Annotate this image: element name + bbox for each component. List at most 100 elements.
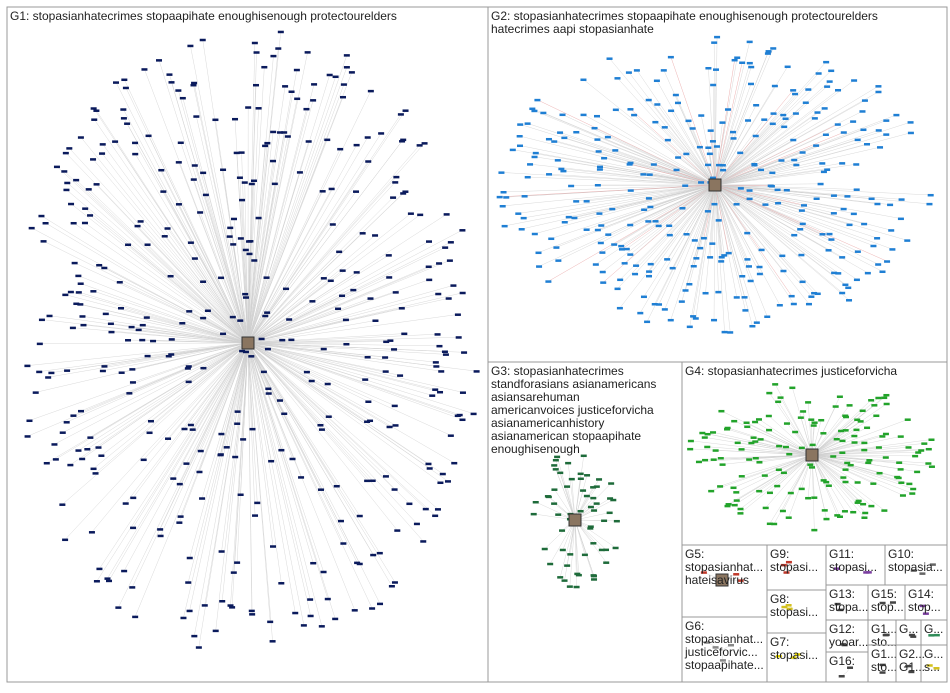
node (600, 281, 606, 284)
node (181, 428, 187, 431)
node (793, 112, 799, 115)
node (129, 326, 135, 329)
node (739, 275, 745, 278)
node (646, 270, 652, 273)
node (747, 41, 753, 44)
node (536, 252, 542, 255)
group-label: stop... (871, 600, 904, 614)
node (807, 463, 813, 466)
node (196, 471, 202, 474)
node (624, 248, 630, 251)
node (437, 482, 443, 485)
node (842, 510, 848, 513)
node (438, 370, 444, 373)
group-label: enoughisenough (491, 442, 580, 456)
node (218, 433, 224, 436)
node (165, 227, 171, 230)
group-label: justiceforvic... (684, 645, 758, 659)
node (432, 388, 438, 391)
node (59, 503, 65, 506)
hub-node (242, 337, 254, 349)
node (250, 428, 256, 431)
node (767, 492, 773, 495)
node (392, 581, 398, 584)
node (766, 415, 772, 418)
edge (103, 144, 248, 343)
node (106, 580, 112, 583)
node (899, 198, 905, 201)
node (634, 69, 640, 72)
node (253, 84, 259, 87)
edge (610, 58, 715, 185)
node (357, 563, 363, 566)
node (875, 397, 881, 400)
node (553, 246, 559, 249)
node (734, 499, 740, 502)
node (721, 254, 727, 256)
node (748, 280, 754, 283)
node (536, 265, 542, 268)
edge (248, 84, 344, 343)
node (343, 319, 349, 322)
node (325, 598, 331, 601)
node (792, 431, 798, 434)
edge (99, 343, 248, 569)
node (343, 343, 349, 346)
edge (248, 67, 347, 343)
node (270, 545, 276, 548)
node (425, 463, 431, 466)
node (756, 461, 762, 464)
node (551, 140, 557, 143)
node (391, 348, 397, 351)
node (281, 413, 287, 416)
node (224, 446, 230, 449)
node (169, 81, 175, 84)
node (834, 438, 840, 441)
node (183, 462, 189, 465)
node (727, 331, 733, 334)
node (734, 56, 740, 59)
node (645, 220, 651, 223)
node (800, 223, 806, 226)
node (834, 514, 840, 517)
edge (248, 343, 311, 616)
node (688, 440, 694, 443)
edge (73, 343, 248, 415)
node (735, 442, 741, 445)
node (683, 153, 689, 156)
node (824, 168, 830, 171)
node (370, 480, 376, 483)
node (89, 531, 95, 534)
node (851, 435, 857, 438)
node (187, 45, 193, 48)
edge (248, 343, 373, 481)
node (578, 473, 584, 476)
node (242, 293, 248, 296)
node (229, 606, 235, 609)
node (819, 233, 825, 236)
node (121, 570, 127, 573)
node (551, 464, 557, 467)
node (231, 571, 237, 574)
node (862, 512, 868, 514)
node (205, 310, 211, 313)
node (119, 371, 125, 374)
node (818, 183, 824, 186)
node (793, 164, 799, 167)
node (542, 548, 548, 551)
node (532, 233, 538, 236)
node (562, 579, 568, 582)
node (417, 214, 423, 217)
node (595, 184, 601, 187)
node (707, 153, 713, 156)
node (93, 472, 99, 475)
node (219, 600, 225, 603)
node (555, 513, 561, 516)
node (78, 410, 84, 413)
group-label: stopasia... (888, 560, 943, 574)
node (720, 164, 726, 167)
group-label: G1: stopasianhatecrimes stopaapihate eno… (10, 9, 397, 23)
node (864, 143, 870, 146)
node (823, 518, 829, 521)
node (713, 68, 719, 71)
